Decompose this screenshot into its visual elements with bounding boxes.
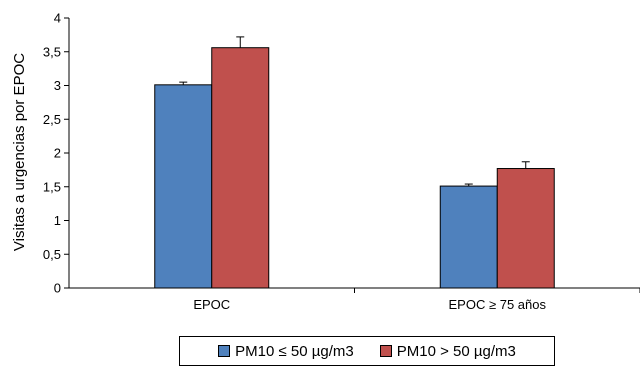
y-tick-label: 1,5: [43, 179, 61, 194]
bar-1-1: [154, 84, 213, 289]
y-tick-label: 1: [54, 213, 61, 228]
y-tick-label: 0: [54, 281, 61, 296]
legend-swatch-series-1: [218, 345, 231, 357]
y-tick-label: 4: [54, 11, 61, 26]
legend-item-series-1: PM10 ≤ 50 µg/m3: [218, 343, 354, 360]
x-category-label: EPOC ≥ 75 años: [449, 297, 547, 312]
x-category-label: EPOC: [193, 297, 230, 312]
legend-swatch-series-2: [379, 345, 392, 357]
legend: PM10 ≤ 50 µg/m3 PM10 > 50 µg/m3: [179, 336, 555, 366]
y-tick-label: 0,5: [43, 247, 61, 262]
legend-label-series-2: PM10 > 50 µg/m3: [396, 342, 516, 360]
y-tick-label: 3,5: [43, 44, 61, 59]
y-axis-label: Visitas a urgencias por EPOC: [11, 53, 28, 251]
bar-chart: 0 0,5 1 1,5 2 2,5 3 3,5 4 EPOC EPOC ≥ 75 años Visi…: [11, 11, 640, 312]
legend-item-series-2: PM10 > 50 µg/m3: [379, 342, 516, 360]
y-tick-label: 2,5: [43, 112, 61, 127]
legend-label-series-1: PM10 ≤ 50 µg/m3: [235, 342, 354, 360]
bar-1-2: [439, 185, 498, 289]
bar-2-1: [211, 47, 270, 289]
bar-2-2: [496, 168, 555, 289]
y-tick-label: 3: [54, 78, 61, 93]
y-tick-label: 2: [54, 146, 61, 161]
